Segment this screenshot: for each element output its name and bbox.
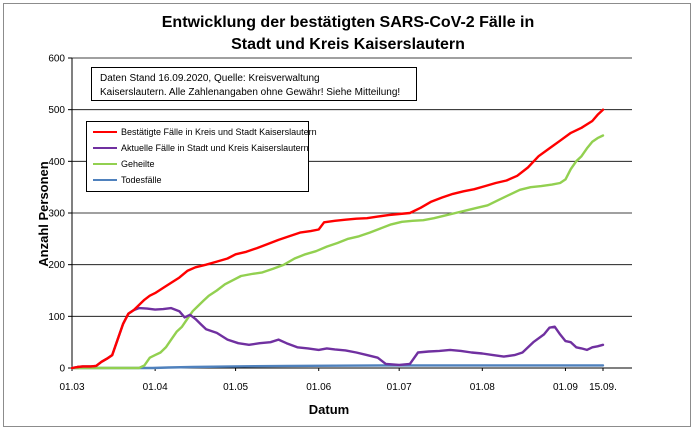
x-tick-label: 01.07 — [387, 382, 412, 393]
y-axis-label: Anzahl Personen — [36, 161, 51, 267]
y-tick-label: 200 — [48, 260, 65, 271]
legend-item-aktuelle: Aktuelle Fälle in Stadt und Kreis Kaiser… — [93, 142, 309, 154]
series-line-0 — [70, 108, 605, 370]
x-axis-label: Datum — [309, 402, 349, 417]
legend-label: Bestätigte Fälle in Kreis und Stadt Kais… — [121, 127, 317, 137]
x-tick-label: 15.09. — [589, 382, 617, 393]
legend-swatch-green — [93, 163, 117, 165]
legend-item-bestaetigte: Bestätigte Fälle in Kreis und Stadt Kais… — [93, 126, 317, 138]
legend-label: Todesfälle — [121, 175, 162, 185]
legend-item-geheilte: Geheilte — [93, 158, 155, 170]
legend-label: Geheilte — [121, 159, 155, 169]
y-tick-label: 400 — [48, 157, 65, 168]
y-tick-labels: 0 100 200 300 400 500 600 — [48, 54, 65, 375]
x-tick-label: 01.05 — [223, 382, 248, 393]
y-tick-label: 0 — [59, 364, 65, 375]
x-tick-labels: 01.03 01.04 01.05 01.06 01.07 01.08 01.09 15.09… — [59, 382, 616, 393]
legend-swatch-purple — [93, 147, 117, 149]
legend: Bestätigte Fälle in Kreis und Stadt Kais… — [86, 121, 317, 192]
legend-swatch-blue — [93, 179, 117, 181]
x-tick-label: 01.04 — [143, 382, 168, 393]
x-tick-label: 01.09 — [553, 382, 578, 393]
data-source-note: Daten Stand 16.09.2020, Quelle: Kreisver… — [91, 67, 417, 101]
note-line1: Daten Stand 16.09.2020, Quelle: Kreisver… — [100, 73, 320, 84]
series-lines — [70, 108, 605, 370]
series-line-1 — [70, 306, 605, 370]
gridlines — [72, 57, 632, 317]
x-tick-label: 01.08 — [470, 382, 495, 393]
chart-title-line2: Stadt und Kreis Kaiserslautern — [231, 36, 465, 53]
x-tick-label: 01.03 — [59, 382, 84, 393]
chart-title: Entwicklung der bestätigten SARS-CoV-2 F… — [0, 12, 696, 56]
chart-title-line1: Entwicklung der bestätigten SARS-CoV-2 F… — [161, 14, 535, 31]
x-tick-label: 01.06 — [306, 382, 331, 393]
series-line-3 — [70, 364, 605, 370]
series-line-2 — [70, 134, 605, 370]
axes — [68, 57, 632, 371]
y-tick-label: 500 — [48, 105, 65, 116]
chart-frame — [3, 3, 691, 427]
note-line2: Kaiserslautern. Alle Zahlenangaben ohne … — [100, 87, 401, 98]
y-tick-label: 100 — [48, 312, 65, 323]
legend-swatch-red — [93, 131, 117, 133]
legend-label: Aktuelle Fälle in Stadt und Kreis Kaiser… — [121, 143, 309, 153]
y-tick-label: 300 — [48, 209, 65, 220]
y-tick-label: 600 — [48, 54, 65, 65]
legend-item-todesfaelle: Todesfälle — [93, 174, 162, 186]
